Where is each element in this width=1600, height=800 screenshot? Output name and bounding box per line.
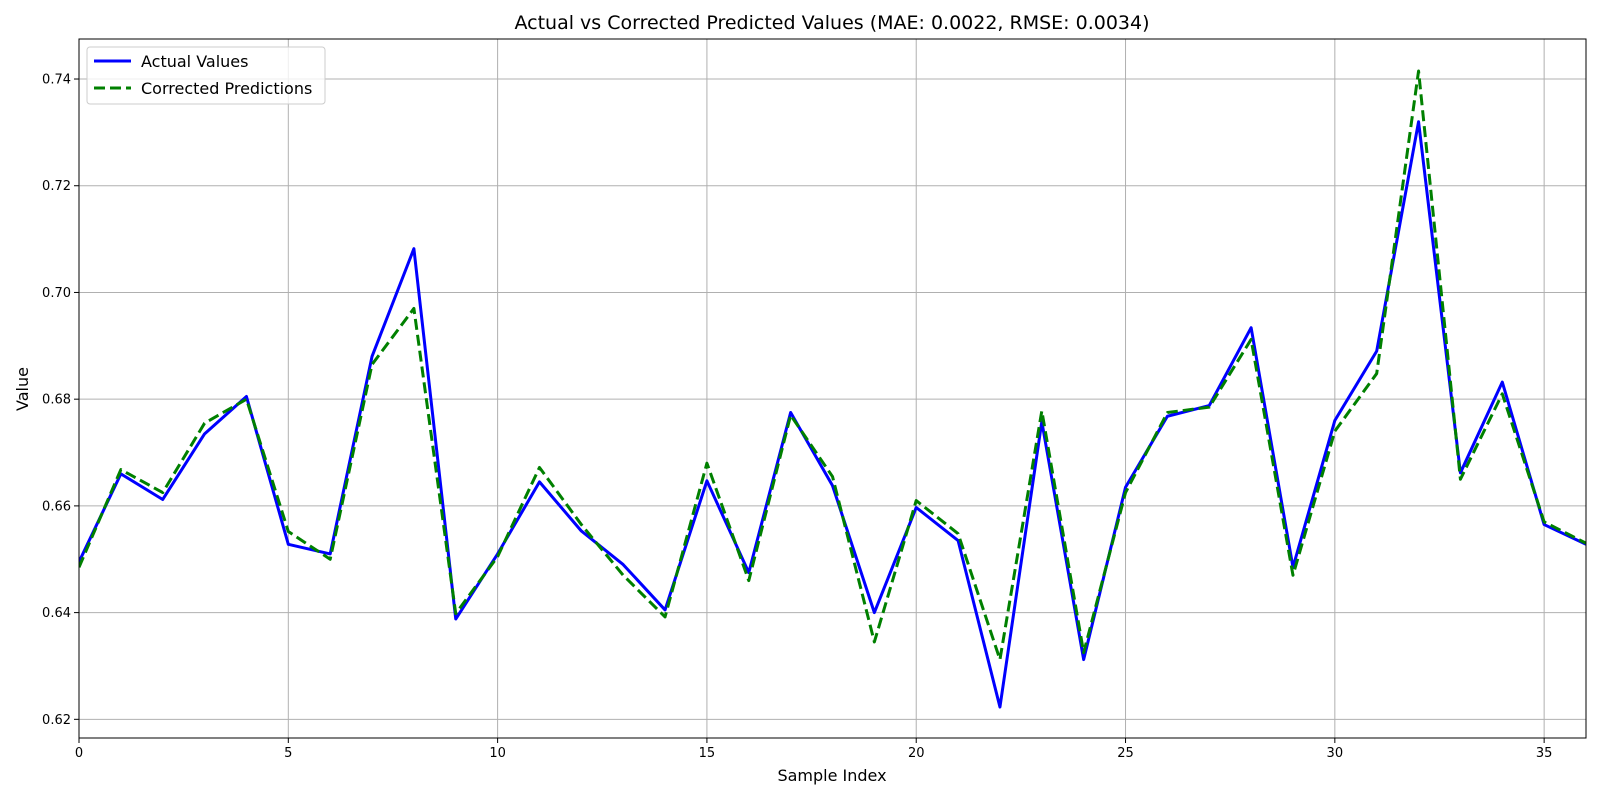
x-tick-label: 10 <box>489 746 506 761</box>
series-lines <box>79 69 1586 709</box>
chart-title: Actual vs Corrected Predicted Values (MA… <box>514 12 1149 34</box>
x-axis-title: Sample Index <box>777 766 886 785</box>
legend-box <box>86 46 326 105</box>
series-line-corrected <box>79 69 1586 662</box>
y-tick-label: 0.68 <box>42 393 71 408</box>
y-axis-title: Value <box>13 367 32 411</box>
x-tick-label: 5 <box>284 746 292 761</box>
y-tick-label: 0.64 <box>42 606 71 621</box>
x-tick-label: 15 <box>699 746 716 761</box>
plot-frame <box>78 38 1587 739</box>
x-tick-label: 35 <box>1536 746 1553 761</box>
legend: Actual Values Corrected Predictions <box>86 46 326 105</box>
x-tick-label: 20 <box>908 746 925 761</box>
x-tick-label: 0 <box>75 746 83 761</box>
axis-ticks: 0 5 10 15 20 25 30 35 0.62 0.64 0.66 0.68 0.70 0.72 0.… <box>42 73 1552 761</box>
series-line-actual <box>79 120 1586 709</box>
x-tick-label: 25 <box>1117 746 1134 761</box>
grid <box>78 39 1586 738</box>
y-tick-label: 0.62 <box>42 713 71 728</box>
y-tick-label: 0.66 <box>42 499 71 514</box>
legend-label-corrected: Corrected Predictions <box>141 79 312 98</box>
y-tick-label: 0.74 <box>42 73 71 88</box>
legend-label-actual: Actual Values <box>141 52 248 71</box>
y-tick-label: 0.70 <box>42 286 71 301</box>
x-tick-label: 30 <box>1327 746 1344 761</box>
y-tick-label: 0.72 <box>42 179 71 194</box>
